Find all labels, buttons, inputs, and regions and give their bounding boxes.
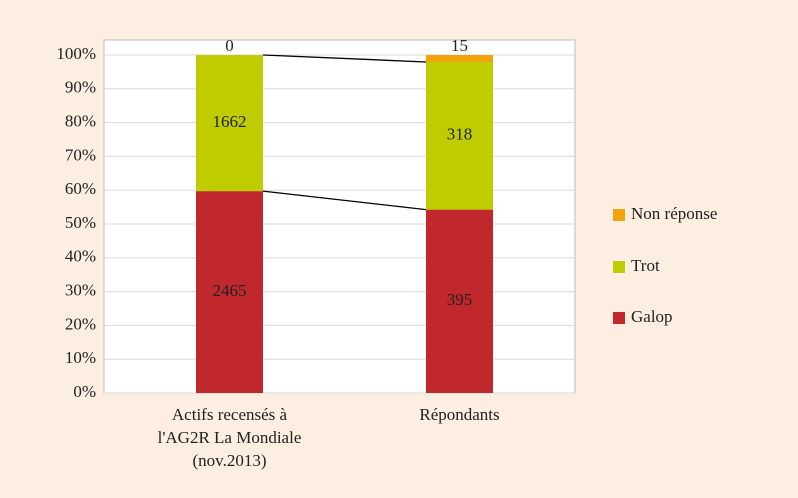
y-tick-label: 10% bbox=[65, 348, 96, 367]
legend-swatch bbox=[613, 209, 625, 221]
legend-label: Trot bbox=[631, 256, 660, 275]
data-label: 0 bbox=[225, 36, 234, 55]
y-tick-label: 20% bbox=[65, 314, 96, 333]
data-label: 318 bbox=[447, 125, 473, 144]
data-label: 395 bbox=[447, 290, 473, 309]
legend-label: Non réponse bbox=[631, 204, 717, 223]
y-tick-label: 40% bbox=[65, 247, 96, 266]
connector-line bbox=[262, 54, 427, 63]
bar-segment bbox=[426, 209, 493, 393]
y-tick-label: 60% bbox=[65, 179, 96, 198]
y-tick-label: 0% bbox=[73, 382, 96, 401]
bar-segment bbox=[196, 191, 263, 393]
y-tick-label: 30% bbox=[65, 281, 96, 300]
data-label: 2465 bbox=[213, 281, 247, 300]
bar-segment bbox=[426, 55, 493, 62]
x-tick-label: Actifs recensés à l'AG2R La Mondiale (no… bbox=[157, 405, 302, 470]
legend-label: Galop bbox=[631, 307, 673, 326]
y-tick-label: 50% bbox=[65, 213, 96, 232]
y-tick-label: 80% bbox=[65, 112, 96, 131]
legend-swatch bbox=[613, 261, 625, 273]
bar-segment bbox=[196, 55, 263, 192]
x-tick-label: Répondants bbox=[419, 405, 500, 424]
plot-area bbox=[103, 39, 576, 394]
y-tick-label: 70% bbox=[65, 145, 96, 164]
y-tick-label: 90% bbox=[65, 78, 96, 97]
data-label: 1662 bbox=[213, 112, 247, 131]
y-tick-label: 100% bbox=[56, 44, 96, 63]
legend-swatch bbox=[613, 312, 625, 324]
data-label: 15 bbox=[451, 36, 468, 55]
bar-segment bbox=[426, 61, 493, 210]
connector-line bbox=[262, 190, 427, 211]
